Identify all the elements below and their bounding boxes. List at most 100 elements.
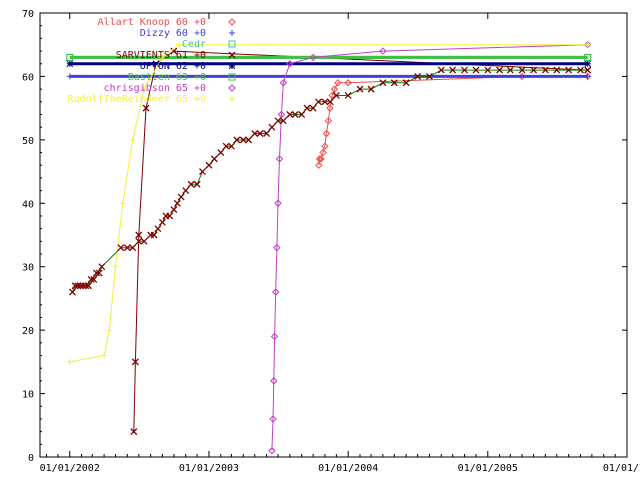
data-point: [251, 130, 259, 137]
y-tick-label: 30: [22, 263, 34, 274]
data-point: [344, 79, 352, 87]
data-point: [159, 54, 166, 61]
data-point: [472, 66, 480, 74]
data-point: [449, 66, 457, 74]
data-point: [90, 275, 98, 283]
data-point: [356, 85, 364, 93]
data-point: [228, 51, 236, 59]
data-point: [130, 428, 138, 436]
series-dizzy: [66, 73, 591, 80]
data-point: [245, 136, 253, 144]
data-point: [367, 85, 375, 93]
data-point: [298, 111, 306, 118]
x-tick-label: 01/01/2005: [458, 463, 518, 474]
y-tick-label: 60: [22, 72, 34, 83]
data-point: [315, 155, 324, 163]
data-point: [577, 66, 584, 74]
data-point: [263, 130, 271, 137]
data-point: [228, 40, 236, 48]
data-point: [326, 104, 334, 112]
data-point: [68, 288, 76, 296]
data-point: [66, 53, 74, 61]
x-axis: 01/01/2002 01/01/2003 01/01/2004 01/01/2005…: [40, 13, 640, 474]
data-point: [496, 66, 504, 74]
data-point: [437, 66, 445, 74]
data-point: [228, 84, 236, 92]
series-upton: [66, 60, 592, 68]
legend-label: Dizzy 60 +0: [140, 28, 206, 39]
data-point: [106, 327, 113, 334]
data-point: [140, 237, 148, 245]
data-point: [112, 263, 119, 270]
data-point: [217, 149, 225, 157]
y-axis: 0 10 20 30 40 50 60 70: [22, 9, 627, 464]
data-point: [584, 53, 592, 61]
data-point: [268, 123, 276, 131]
legend-entry: Cedr: [182, 39, 236, 50]
data-point: [584, 41, 591, 48]
data-point: [228, 18, 236, 26]
data-point: [79, 282, 87, 290]
series-line: [271, 44, 588, 451]
legend-label: Allart Knoop 60 +0: [98, 17, 206, 28]
data-point: [274, 199, 282, 207]
data-point: [334, 79, 342, 87]
data-point: [461, 66, 468, 74]
data-point: [324, 117, 333, 125]
data-point: [84, 282, 92, 290]
data-point: [279, 79, 288, 87]
data-point: [166, 212, 174, 220]
data-point: [177, 193, 185, 201]
legend-label: chrisgibson 65 +0: [104, 83, 206, 94]
data-point: [268, 446, 276, 455]
data-point: [158, 218, 166, 226]
legend-label: SARVIENTS 61 +0: [116, 50, 206, 61]
data-point: [205, 161, 213, 169]
data-point: [379, 79, 387, 87]
x-tick-label: 01/01/20: [603, 463, 640, 474]
data-point: [117, 244, 125, 252]
data-point: [272, 288, 280, 296]
data-point: [274, 117, 282, 125]
data-point: [74, 282, 82, 290]
data-point: [315, 161, 323, 169]
legend-entry: chrisgibson 65 +0: [104, 83, 236, 94]
data-point: [71, 282, 79, 290]
legend-entry: SARVIENTS 61 +0: [116, 50, 236, 61]
data-point: [332, 91, 340, 99]
data-point: [228, 62, 236, 70]
y-tick-label: 0: [28, 453, 34, 464]
legend-entry: RudolfTheReindeer 65 +0: [68, 94, 235, 105]
data-point: [279, 117, 287, 125]
data-point: [233, 136, 241, 144]
data-point: [541, 66, 549, 74]
data-point: [270, 332, 279, 341]
data-point: [484, 66, 492, 74]
legend-label: RudolfTheReindeer 65 +0: [68, 94, 206, 105]
data-point: [129, 136, 136, 143]
series-rudolfthereindeer: [66, 41, 591, 365]
data-point: [150, 231, 158, 239]
data-point: [584, 60, 592, 68]
data-point: [326, 98, 334, 106]
data-point: [239, 136, 247, 144]
data-point: [328, 91, 336, 100]
series-layer: [66, 41, 592, 455]
data-point: [317, 155, 325, 163]
data-point: [76, 282, 84, 290]
legend-label: Bastien 63 +0: [128, 72, 206, 83]
data-point: [170, 47, 178, 55]
data-point: [187, 180, 195, 188]
data-point: [87, 275, 95, 283]
data-point: [330, 85, 339, 93]
data-point: [135, 237, 143, 245]
data-point: [199, 168, 206, 176]
y-tick-label: 50: [22, 136, 34, 147]
data-point: [129, 244, 137, 252]
data-point: [92, 269, 100, 277]
legend-entry: Bastien 63 +0: [128, 72, 236, 83]
data-point: [154, 225, 162, 233]
y-tick-label: 20: [22, 326, 34, 337]
data-point: [309, 104, 317, 112]
